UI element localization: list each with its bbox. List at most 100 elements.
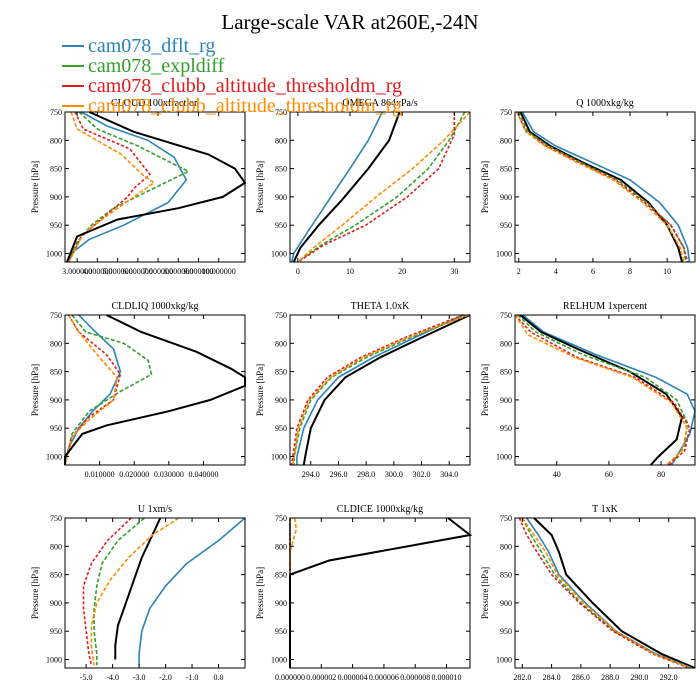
- y-tick-label: 1000: [496, 656, 512, 665]
- y-axis-label: Pressure [hPa]: [480, 161, 490, 213]
- y-tick-label: 750: [500, 514, 512, 523]
- y-axis-label: Pressure [hPa]: [480, 567, 490, 619]
- y-tick-label: 800: [50, 542, 62, 551]
- y-tick-label: 750: [275, 108, 287, 117]
- series-line: [516, 111, 689, 263]
- y-tick-label: 750: [500, 108, 512, 117]
- x-tick-label: 4: [554, 267, 558, 276]
- series-line: [517, 314, 689, 466]
- y-tick-label: 950: [50, 424, 62, 433]
- legend-label: cam078_clubb_altitude_thresholdm_rg: [88, 95, 403, 117]
- panel-title: U 1xm/s: [138, 504, 172, 515]
- plot-frame: [514, 111, 696, 263]
- y-tick-label: 1000: [46, 250, 62, 259]
- series-line: [533, 517, 696, 669]
- series-line: [521, 111, 691, 263]
- y-tick-label: 900: [500, 193, 512, 202]
- y-tick-label: 950: [500, 221, 512, 230]
- plot-frame: [64, 517, 246, 669]
- legend-label: cam078_clubb_altitude_thresholdm_rg: [88, 75, 403, 97]
- x-tick-label: 10: [663, 267, 671, 276]
- panel-title: CLOUD 100xfraction: [111, 98, 199, 109]
- x-tick-label: -3.0: [133, 673, 146, 682]
- x-tick-label: 0.000010: [432, 673, 462, 682]
- x-tick-label: -2.0: [159, 673, 172, 682]
- y-tick-label: 850: [50, 368, 62, 377]
- legend-item: cam078_clubb_altitude_thresholdm_rg: [62, 76, 402, 96]
- x-tick-label: 0.000002: [306, 673, 336, 682]
- series-line: [290, 314, 464, 466]
- y-tick-label: 800: [500, 136, 512, 145]
- series-line: [516, 111, 685, 263]
- legend-item: cam078_dflt_rg: [62, 36, 402, 56]
- series-line: [292, 111, 401, 263]
- panel: Q 1000xkg/kg 750 800 850 900 950 1000 2 4 6 8 10 Pre…: [480, 98, 696, 276]
- x-tick-label: 300.0: [385, 470, 403, 479]
- legend-label: cam078_dflt_rg: [88, 35, 216, 57]
- series-line: [521, 517, 691, 669]
- panel: RELHUM 1xpercent 750 800 850 900 950 1000 40 60 8…: [480, 301, 696, 479]
- y-tick-label: 750: [50, 311, 62, 320]
- y-tick-label: 800: [275, 542, 287, 551]
- series-line: [297, 111, 466, 263]
- panel: CLDLIQ 1000xkg/kg 750 800 850 900 950 1000 0.01…: [30, 301, 246, 479]
- series-line: [68, 111, 191, 263]
- y-tick-label: 950: [275, 221, 287, 230]
- x-tick-label: 286.0: [572, 673, 590, 682]
- x-tick-label: 302.0: [413, 470, 431, 479]
- x-tick-label: 2: [517, 267, 521, 276]
- y-tick-label: 850: [275, 571, 287, 580]
- y-tick-label: 850: [275, 165, 287, 174]
- x-tick-label: 298.0: [357, 470, 375, 479]
- x-tick-label: 0: [296, 267, 300, 276]
- series-line: [64, 314, 122, 466]
- x-tick-label: 0.0: [214, 673, 224, 682]
- series-line: [68, 111, 156, 263]
- x-tick-label: 0.000008: [400, 673, 430, 682]
- series-line: [68, 111, 151, 263]
- series-line: [138, 517, 246, 666]
- y-tick-label: 800: [50, 339, 62, 348]
- x-tick-label: 0.000000: [275, 673, 305, 682]
- legend: cam078_dflt_rg cam078_expldiff cam078_cl…: [62, 36, 402, 116]
- panel: THETA 1.0xK 750 800 850 900 950 1000 294.0 296.0…: [255, 301, 471, 479]
- y-tick-label: 750: [275, 514, 287, 523]
- x-tick-label: 6: [591, 267, 595, 276]
- y-tick-label: 950: [275, 424, 287, 433]
- y-tick-label: 1000: [271, 656, 287, 665]
- y-tick-label: 800: [500, 542, 512, 551]
- y-tick-label: 950: [275, 627, 287, 636]
- y-tick-label: 800: [50, 136, 62, 145]
- y-tick-label: 950: [500, 424, 512, 433]
- y-tick-label: 850: [500, 571, 512, 580]
- y-tick-label: 1000: [46, 656, 62, 665]
- panel-title: OMEGA 864xPa/s: [342, 98, 417, 109]
- x-tick-label: 6.000000: [123, 267, 153, 276]
- series-line: [289, 517, 473, 668]
- y-tick-label: 950: [50, 627, 62, 636]
- x-tick-label: 290.0: [630, 673, 648, 682]
- x-tick-label: 0.010000: [85, 470, 115, 479]
- plot-frame: [514, 517, 696, 669]
- series-line: [526, 517, 693, 669]
- y-tick-label: 750: [275, 311, 287, 320]
- x-tick-label: 4.000000: [82, 267, 112, 276]
- legend-item: cam078_clubb_altitude_thresholdm_rg: [62, 96, 402, 116]
- y-tick-label: 850: [500, 165, 512, 174]
- series-line: [66, 111, 247, 263]
- series-line: [293, 314, 468, 465]
- panel-title: CLDICE 1000xkg/kg: [337, 504, 423, 515]
- series-line: [114, 517, 162, 660]
- x-tick-label: 30: [450, 267, 458, 276]
- y-tick-label: 900: [275, 599, 287, 608]
- y-tick-label: 950: [500, 627, 512, 636]
- series-line: [290, 111, 384, 263]
- y-tick-label: 750: [50, 108, 62, 117]
- x-tick-label: 288.0: [601, 673, 619, 682]
- y-tick-label: 750: [500, 311, 512, 320]
- series-line: [297, 111, 471, 263]
- x-tick-label: 0.030000: [154, 470, 184, 479]
- legend-swatch: [62, 105, 84, 107]
